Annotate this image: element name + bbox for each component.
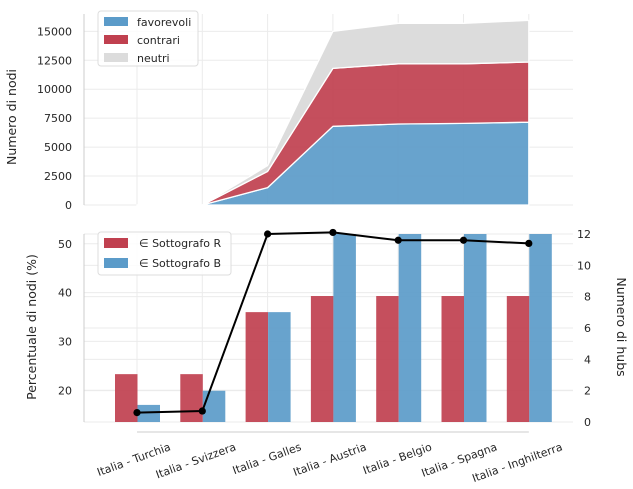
- bottom-plot-secondary-y-axis-label: Numero di hubs: [614, 277, 629, 376]
- legend-box: [97, 231, 232, 276]
- bar-sottografo-r: [441, 296, 464, 422]
- legend-swatch: [104, 17, 128, 26]
- bottom-plot-bars: [115, 234, 552, 422]
- bottom-plot-legend: ∈ Sottografo R ∈ Sottografo B: [97, 231, 232, 276]
- hubs-point: [525, 239, 533, 247]
- bottom-y2-tick-label: 4: [584, 353, 591, 366]
- bottom-y-tick-label: 20: [58, 384, 72, 397]
- bar-sottografo-r: [245, 312, 269, 422]
- legend-swatch: [104, 35, 128, 44]
- bottom-plot-axes: 20 30 40 50 0 2 4 6 8 10 12: [58, 228, 591, 433]
- legend-swatch: [104, 53, 128, 62]
- bar-sottografo-b: [398, 234, 422, 422]
- x-tick-label: Italia - Austria: [292, 440, 369, 479]
- top-y-tick-label: 7500: [44, 112, 72, 125]
- bar-sottografo-b: [529, 234, 552, 422]
- bottom-y2-tick-label: 10: [577, 259, 591, 272]
- hubs-point: [133, 409, 141, 417]
- bar-sottografo-b: [202, 390, 226, 422]
- legend-entry: contrari: [137, 34, 180, 47]
- bar-sottografo-r: [115, 374, 138, 422]
- top-y-tick-label: 0: [65, 199, 72, 212]
- hubs-point: [329, 228, 337, 237]
- legend-entry: ∈ Sottografo B: [139, 257, 221, 270]
- bar-sottografo-b: [268, 312, 291, 422]
- top-y-tick-label: 10000: [37, 83, 72, 96]
- bottom-y2-tick-label: 2: [584, 385, 591, 398]
- hubs-point: [264, 230, 272, 238]
- hubs-point: [459, 236, 468, 244]
- bar-sottografo-b: [137, 404, 160, 422]
- bar-sottografo-b: [464, 234, 487, 422]
- bar-sottografo-r: [376, 296, 399, 422]
- bottom-y2-tick-label: 6: [584, 322, 591, 335]
- top-y-tick-label: 5000: [44, 141, 72, 154]
- top-plot-y-axis-label: Numero di nodi: [4, 69, 19, 165]
- bottom-y-tick-label: 50: [58, 238, 72, 251]
- top-y-tick-label: 2500: [44, 170, 72, 183]
- area-neutri: [136, 19, 530, 206]
- bottom-y2-tick-label: 12: [577, 228, 591, 241]
- bar-sottografo-r: [310, 296, 334, 422]
- bottom-y-tick-label: 30: [58, 335, 72, 348]
- top-plot-areas: [136, 19, 530, 206]
- bar-sottografo-r: [506, 296, 530, 422]
- top-plot-legend: favorevoli contrari neutri: [97, 10, 199, 67]
- hubs-point: [394, 236, 402, 244]
- hubs-point: [198, 407, 206, 415]
- bar-sottografo-b: [333, 234, 356, 422]
- bar-sottografo-r: [180, 374, 203, 422]
- top-plot-y-axis: 0 2500 5000 7500 10000 12500 15000: [37, 14, 85, 212]
- bottom-plot-y-axis-label: Percentuale di nodi (%): [24, 254, 39, 400]
- legend-entry: favorevoli: [137, 16, 191, 29]
- legend-swatch: [104, 258, 128, 268]
- bottom-plot-hubs-line: [133, 228, 533, 417]
- bottom-y-tick-label: 40: [58, 287, 72, 300]
- legend-entry: neutri: [137, 52, 170, 65]
- bottom-y2-tick-label: 0: [584, 416, 591, 429]
- bottom-y2-tick-label: 8: [584, 291, 591, 304]
- legend-entry: ∈ Sottografo R: [139, 237, 221, 250]
- top-y-tick-label: 12500: [37, 54, 72, 67]
- top-y-tick-label: 15000: [37, 25, 72, 38]
- area-favorevoli: [136, 121, 530, 206]
- legend-swatch: [104, 238, 128, 248]
